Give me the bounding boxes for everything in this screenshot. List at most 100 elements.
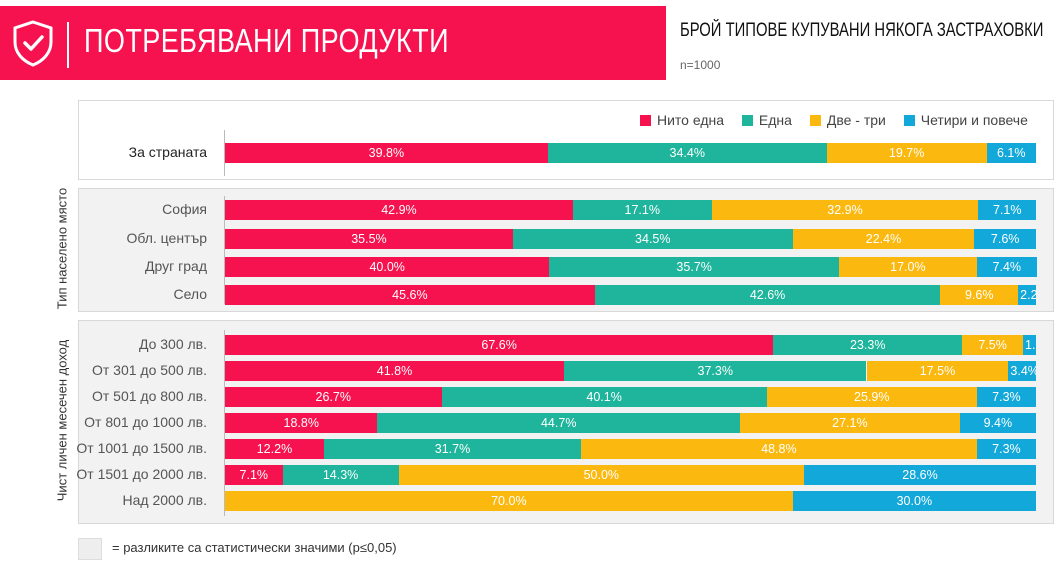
bar-segment: 7.6% (974, 229, 1036, 249)
bar-segment: 40.1% (441, 387, 767, 407)
data-label: 7.5% (978, 338, 1007, 352)
data-label: 26.7% (315, 390, 351, 404)
bar-segment: 50.0% (398, 465, 805, 485)
data-label: 18.8% (283, 416, 319, 430)
legend-item-edna: Една (741, 112, 792, 128)
category-label: От 1501 до 2000 лв. (76, 466, 207, 482)
bar-segment: 31.7% (323, 439, 582, 459)
data-label: 14.3% (322, 468, 359, 482)
data-label: 19.7% (888, 146, 925, 160)
bar-segment: 35.7% (549, 257, 839, 277)
bar-segment: 17.0% (838, 257, 977, 277)
bar-segment: 19.7% (826, 143, 987, 163)
bar-segment: 39.8% (225, 143, 548, 163)
bar-row: 67.6% 23.3% 7.5% 1.6% (225, 335, 1036, 355)
data-label: 70.0% (491, 494, 527, 508)
footnote: = разликите са статистически значими (p≤… (112, 540, 397, 555)
data-label: 67.6% (481, 338, 517, 352)
category-label: От 501 до 800 лв. (91, 388, 207, 404)
bar-segment: 7.3% (976, 439, 1036, 459)
category-label: Обл. център (126, 230, 207, 246)
data-label: 23.3% (849, 338, 886, 352)
data-label: 50.0% (583, 468, 620, 482)
bar-segment: 41.8% (225, 361, 564, 381)
bar-row: 35.5% 34.5% 22.4% 7.6% (225, 229, 1036, 249)
data-label: 17.5% (919, 364, 956, 378)
category-label: За страната (128, 144, 207, 160)
category-label: Друг град (145, 258, 207, 274)
data-label: 17.1% (624, 203, 660, 217)
bar-segment: 1.6% (1023, 335, 1036, 355)
legend-label: Четири и повече (920, 112, 1028, 128)
bar-segment: 27.1% (739, 413, 960, 433)
data-label: 9.6% (964, 288, 994, 302)
legend-item-chetiri: Четири и повече (903, 112, 1028, 128)
bar-segment: 6.1% (986, 143, 1036, 163)
data-label: 39.8% (368, 146, 405, 160)
bar-segment: 32.9% (711, 200, 979, 220)
data-label: 40.0% (369, 260, 405, 274)
bar-segment: 45.6% (225, 285, 595, 305)
bar-segment: 35.5% (225, 229, 513, 249)
data-label: 3.4% (1010, 364, 1036, 378)
data-label: 28.6% (902, 468, 938, 482)
bar-segment: 40.0% (225, 257, 550, 277)
data-label: 12.2% (256, 442, 293, 456)
bar-segment: 48.8% (581, 439, 977, 459)
bar-segment: 37.3% (563, 361, 867, 381)
data-label: 45.6% (392, 288, 428, 302)
data-label: 7.3% (992, 390, 1021, 404)
bar-segment: 30.0% (792, 491, 1036, 511)
legend-label: Нито една (657, 112, 725, 128)
panel-national (78, 100, 1054, 180)
data-label: 2.2% (1020, 288, 1036, 302)
category-label: Над 2000 лв. (122, 492, 208, 508)
legend-item-nito: Нито една (640, 112, 724, 128)
category-label: От 301 до 500 лв. (91, 362, 207, 378)
significance-swatch (78, 538, 102, 560)
data-label: 17.0% (890, 260, 926, 274)
category-label: До 300 лв. (138, 336, 207, 352)
data-label: 9.4% (983, 416, 1013, 430)
bar-row: 70.0% 30.0% (225, 491, 1036, 511)
chart-subtitle: БРОЙ ТИПОВЕ КУПУВАНИ НЯКОГА ЗАСТРАХОВКИ (680, 20, 1044, 41)
data-label: 7.4% (992, 260, 1022, 274)
data-label: 35.7% (676, 260, 712, 274)
category-label: От 1001 до 1500 лв. (76, 440, 207, 456)
category-label: София (162, 201, 207, 217)
bar-row: 12.2% 31.7% 48.8% 7.3% (225, 439, 1036, 459)
bar-row: 45.6% 42.6% 9.6% 2.2% (225, 285, 1036, 305)
page-title: ПОТРЕБЯВАНИ ПРОДУКТИ (84, 22, 449, 59)
category-label: От 801 до 1000 лв. (84, 414, 207, 430)
bar-segment: 42.9% (225, 200, 573, 220)
shield-check-icon (13, 20, 53, 67)
data-label: 31.7% (434, 442, 471, 456)
bar-segment: 7.4% (976, 257, 1037, 277)
data-label: 34.4% (669, 146, 705, 160)
bar-segment: 23.3% (773, 335, 963, 355)
data-label: 1.6% (1025, 338, 1036, 352)
data-label: 7.3% (992, 442, 1021, 456)
bar-segment: 67.6% (225, 335, 774, 355)
bar-segment: 70.0% (225, 491, 793, 511)
bar-row: 39.8% 34.4% 19.7% 6.1% (225, 143, 1036, 163)
legend-item-dve: Две - три (809, 112, 886, 128)
bar-segment: 34.4% (547, 143, 827, 163)
data-label: 7.6% (990, 232, 1020, 246)
data-label: 7.1% (239, 468, 269, 482)
bar-segment: 12.2% (225, 439, 324, 459)
bar-row: 26.7% 40.1% 25.9% 7.3% (225, 387, 1036, 407)
data-label: 32.9% (827, 203, 863, 217)
bar-segment: 14.3% (282, 465, 399, 485)
data-label: 37.3% (697, 364, 733, 378)
bar-row: 18.8% 44.7% 27.1% 9.4% (225, 413, 1036, 433)
data-label: 6.1% (997, 146, 1026, 160)
data-label: 44.7% (540, 416, 577, 430)
bar-segment: 9.4% (959, 413, 1036, 433)
bar-segment: 18.8% (225, 413, 378, 433)
data-label: 40.1% (586, 390, 622, 404)
bar-segment: 7.1% (978, 200, 1036, 220)
bar-segment: 17.5% (866, 361, 1009, 381)
data-label: 30.0% (896, 494, 933, 508)
bar-segment: 28.6% (804, 465, 1036, 485)
